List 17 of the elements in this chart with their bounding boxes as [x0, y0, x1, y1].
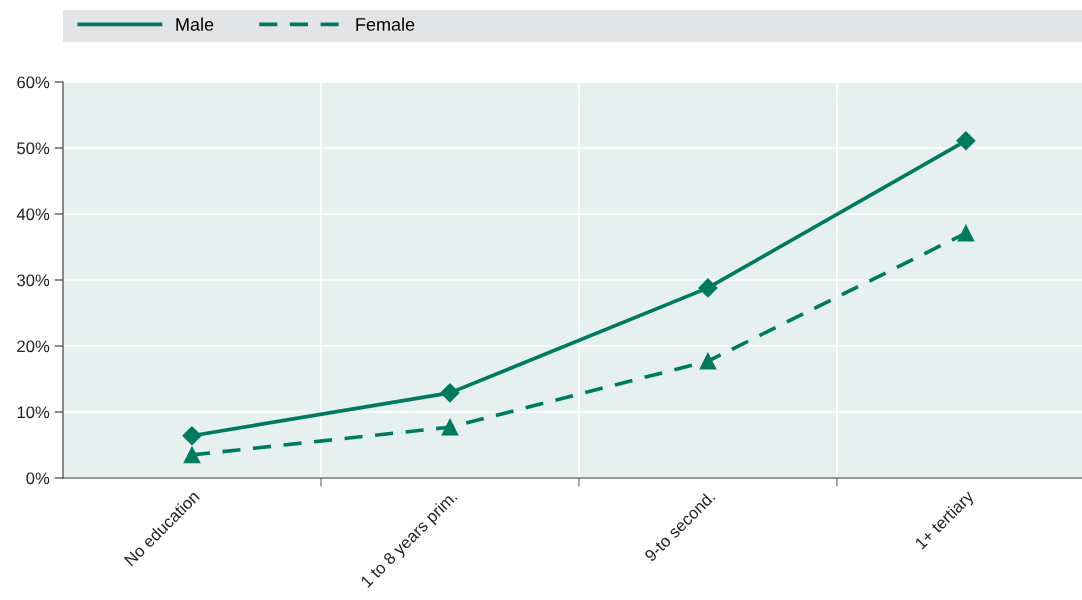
- point: [440, 383, 460, 403]
- legend-label: Male: [176, 17, 214, 31]
- y-tick-label: 40%: [16, 208, 50, 221]
- y-tick-label: 50%: [17, 142, 50, 155]
- point: [183, 446, 201, 464]
- y-tick-label: 10%: [17, 406, 50, 419]
- point: [698, 278, 718, 298]
- y-tick-label: 30%: [17, 274, 50, 287]
- y-tick-label: 60%: [17, 76, 50, 89]
- point: [699, 352, 717, 370]
- y-tick-label: 20%: [17, 340, 50, 353]
- y-tick-label: 0%: [26, 472, 50, 485]
- point: [956, 131, 976, 151]
- point: [441, 418, 459, 436]
- legend-label: Female: [356, 17, 415, 31]
- point: [182, 426, 202, 446]
- point: [957, 224, 975, 242]
